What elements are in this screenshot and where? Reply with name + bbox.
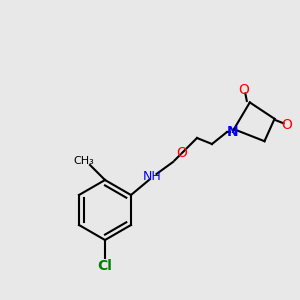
Text: O: O <box>281 118 292 132</box>
Text: NH: NH <box>142 170 161 184</box>
Text: Cl: Cl <box>98 259 112 272</box>
Text: CH₃: CH₃ <box>74 155 94 166</box>
Text: O: O <box>238 83 249 98</box>
Text: N: N <box>227 125 239 139</box>
Text: O: O <box>176 146 188 160</box>
